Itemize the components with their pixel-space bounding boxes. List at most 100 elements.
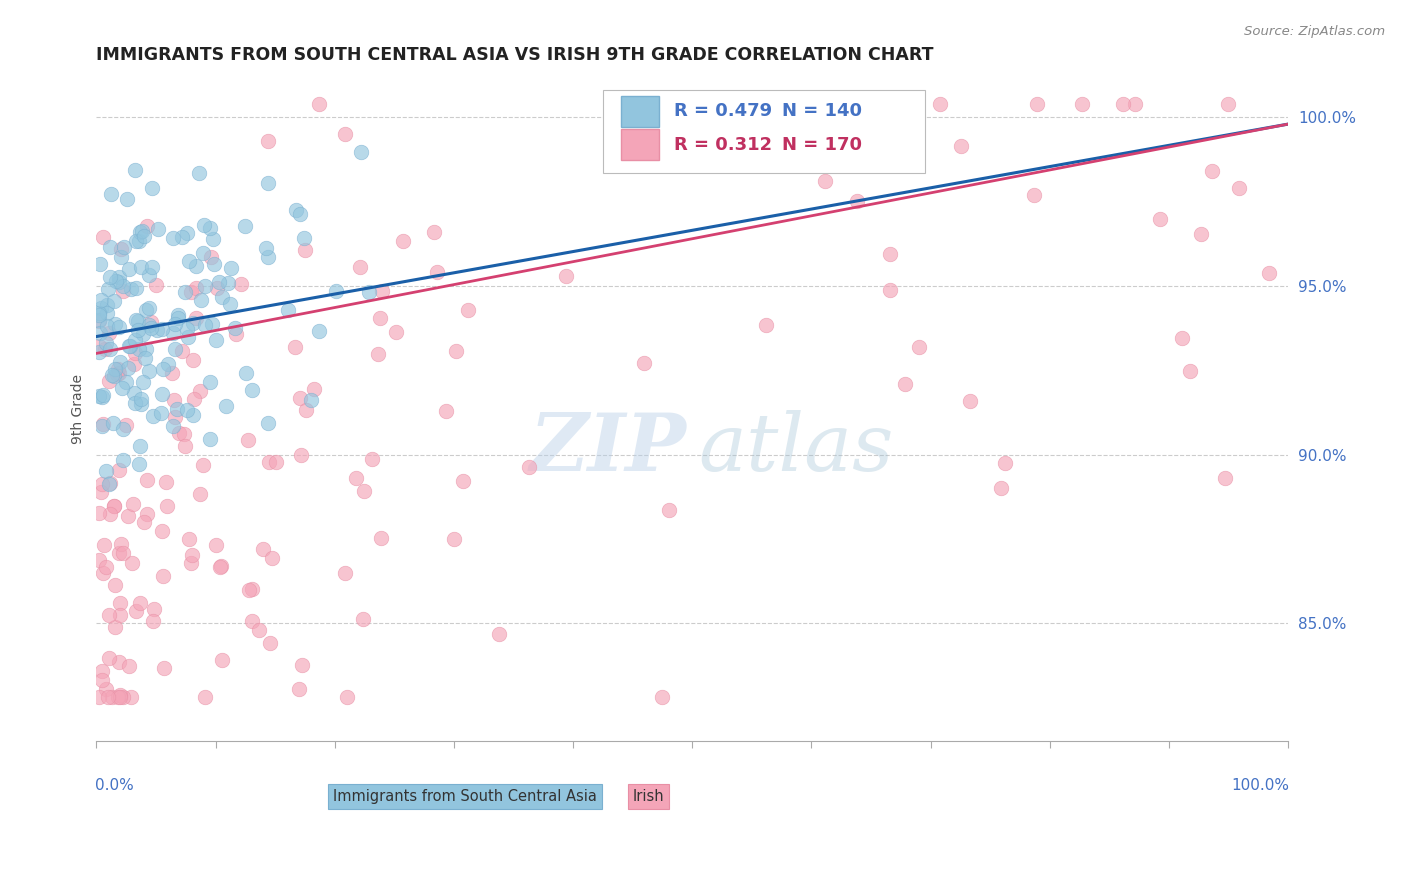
Point — [170, 344, 193, 359]
Point — [160, 366, 183, 380]
Point — [87, 553, 110, 567]
Point — [201, 232, 224, 246]
Point — [135, 342, 157, 356]
Point — [257, 250, 280, 264]
Point — [879, 284, 901, 298]
Point — [131, 223, 153, 237]
Point — [91, 664, 114, 678]
Point — [146, 222, 169, 236]
Point — [155, 499, 177, 513]
Point — [165, 342, 187, 356]
Point — [121, 557, 143, 571]
Text: IMMIGRANTS FROM SOUTH CENTRAL ASIA VS IRISH 9TH GRADE CORRELATION CHART: IMMIGRANTS FROM SOUTH CENTRAL ASIA VS IR… — [97, 46, 934, 64]
Point — [184, 259, 207, 273]
Point — [555, 268, 578, 283]
Point — [124, 346, 146, 360]
Point — [370, 531, 392, 545]
Point — [163, 410, 186, 425]
Point — [143, 601, 166, 615]
Point — [98, 475, 121, 490]
Point — [225, 326, 247, 341]
Point — [135, 508, 157, 522]
Point — [201, 317, 224, 331]
Point — [118, 338, 141, 352]
Point — [124, 396, 146, 410]
Point — [200, 251, 222, 265]
Point — [108, 689, 131, 703]
Point — [488, 627, 510, 641]
Point — [191, 246, 214, 260]
Point — [110, 250, 132, 264]
Point — [135, 303, 157, 318]
Text: ZIP: ZIP — [530, 410, 686, 488]
Point — [190, 293, 212, 307]
Point — [224, 321, 246, 335]
Point — [1170, 331, 1192, 345]
Point — [97, 650, 120, 665]
Point — [290, 391, 312, 405]
Point — [181, 353, 204, 368]
Point — [235, 366, 257, 380]
Point — [104, 274, 127, 288]
Point — [177, 532, 200, 546]
Point — [367, 347, 389, 361]
Point — [219, 261, 242, 276]
Point — [115, 375, 138, 389]
Point — [1071, 96, 1094, 111]
Point — [191, 458, 214, 473]
Point — [101, 690, 124, 705]
Point — [96, 318, 118, 333]
Point — [110, 242, 132, 256]
Point — [247, 623, 270, 637]
Point — [104, 620, 127, 634]
Point — [129, 439, 152, 453]
Point — [98, 240, 121, 254]
Point — [108, 655, 131, 669]
Point — [150, 524, 173, 538]
Point — [111, 284, 134, 298]
Point — [108, 320, 131, 334]
Point — [136, 219, 159, 233]
Point — [1216, 96, 1239, 111]
Point — [879, 247, 901, 261]
Point — [235, 219, 257, 233]
FancyBboxPatch shape — [620, 129, 659, 160]
Point — [108, 596, 131, 610]
Point — [90, 391, 112, 405]
Point — [215, 400, 238, 414]
Point — [193, 218, 215, 232]
Point — [434, 403, 457, 417]
Text: 100.0%: 100.0% — [1232, 778, 1289, 793]
Point — [163, 317, 186, 331]
Point — [97, 326, 120, 340]
Point — [122, 497, 145, 511]
Point — [360, 452, 382, 467]
Point — [176, 402, 198, 417]
Point — [103, 293, 125, 308]
Point — [292, 230, 315, 244]
Point — [209, 559, 232, 574]
Point — [115, 418, 138, 433]
Point — [139, 321, 162, 335]
Point — [333, 127, 356, 141]
Point — [242, 384, 264, 398]
Point — [257, 416, 280, 430]
Text: Irish: Irish — [633, 789, 664, 804]
Text: Immigrants from South Central Asia: Immigrants from South Central Asia — [333, 789, 598, 804]
Point — [264, 454, 287, 468]
Point — [87, 314, 110, 328]
Point — [1178, 364, 1201, 378]
Point — [124, 163, 146, 178]
Point — [370, 284, 392, 298]
Point — [98, 607, 121, 622]
Point — [908, 340, 931, 354]
Point — [131, 326, 153, 341]
Point — [162, 419, 184, 434]
Point — [368, 311, 391, 326]
Point — [157, 357, 180, 371]
Point — [257, 134, 280, 148]
Point — [291, 657, 314, 672]
Point — [170, 230, 193, 244]
Point — [125, 604, 148, 618]
Point — [176, 322, 198, 336]
